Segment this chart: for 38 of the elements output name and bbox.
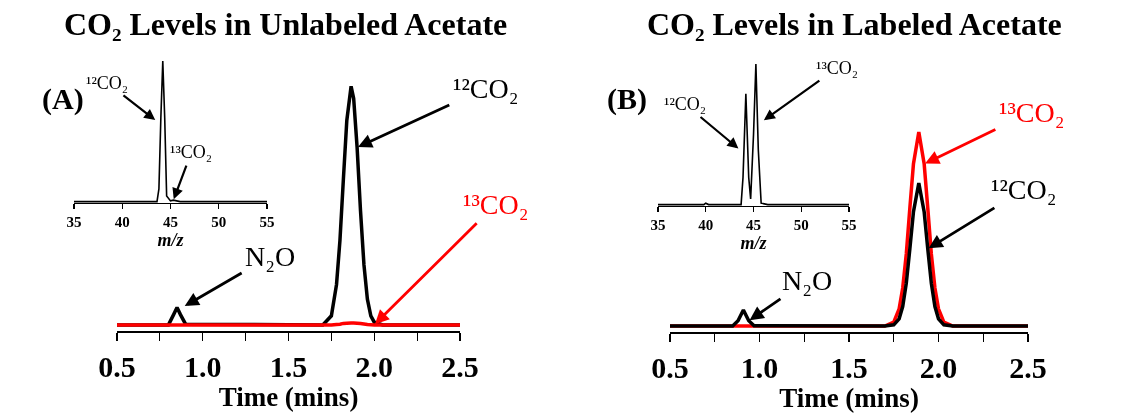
x-axis-title: Time (mins) <box>779 383 919 414</box>
chart-title: CO₂ Levels in Unlabeled Acetate <box>63 6 508 43</box>
annotation: ¹²CO₂ <box>664 94 707 114</box>
x-tick-label: 50 <box>211 214 227 231</box>
text: ¹³CO₂ <box>999 97 1065 128</box>
text: ¹³CO₂ <box>463 189 529 220</box>
x-tick-label: 0.5 <box>651 350 689 384</box>
x-tick-label: 1.0 <box>740 350 779 384</box>
text: ¹²CO₂ <box>453 73 519 104</box>
x-tick-label: 2.5 <box>1009 350 1047 384</box>
x-axis-title: Time (mins) <box>218 382 359 413</box>
x-tick-label: 55 <box>841 217 857 234</box>
x-tick-label: 2.0 <box>355 349 393 383</box>
annotation: ¹³CO₂ <box>170 142 213 162</box>
x-tick-label: 1.5 <box>269 349 308 383</box>
x-tick-label: 55 <box>259 214 275 231</box>
annotation: (A) <box>42 82 84 116</box>
x-tick-label: 35 <box>66 214 82 231</box>
annotation: N₂O <box>245 241 296 272</box>
text: (B) <box>607 82 647 116</box>
annotation: ¹³CO₂ <box>816 58 859 78</box>
x-axis-title: m/z <box>740 233 767 254</box>
x-tick-label: 1.5 <box>830 350 868 384</box>
x-tick-label: 35 <box>650 217 666 234</box>
x-tick-label: 2.5 <box>441 349 479 383</box>
x-axis-title: m/z <box>157 230 184 251</box>
x-tick-label: 2.0 <box>919 350 958 384</box>
x-tick-label: 50 <box>793 217 809 234</box>
x-tick-label: 40 <box>114 214 130 231</box>
annotation: ¹²CO₂ <box>86 73 129 93</box>
chart-title: CO₂ Levels in Labeled Acetate <box>646 6 1062 43</box>
x-tick-label: 45 <box>163 214 178 231</box>
x-tick-label: 45 <box>746 217 761 234</box>
annotation: N₂O <box>782 265 833 296</box>
x-tick-label: 1.0 <box>184 349 222 383</box>
text: ¹²CO₂ <box>991 174 1057 205</box>
x-tick-label: 0.5 <box>98 349 136 383</box>
x-tick-label: 40 <box>698 217 714 234</box>
